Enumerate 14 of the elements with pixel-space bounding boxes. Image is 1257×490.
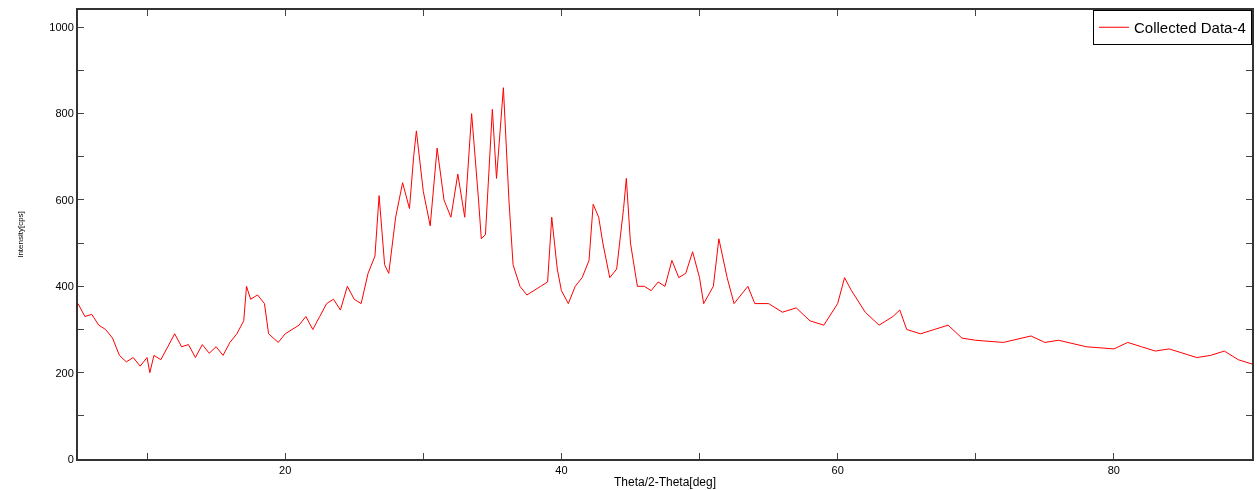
y-tick-label: 0 bbox=[67, 452, 74, 465]
y-tick-label: 1000 bbox=[49, 21, 74, 34]
y-tick-label: 600 bbox=[55, 193, 74, 206]
x-tick-label: 60 bbox=[831, 464, 844, 477]
x-axis-title: Theta/2-Theta[deg] bbox=[613, 474, 717, 489]
x-tick-label: 20 bbox=[279, 464, 292, 477]
x-tick-label: 40 bbox=[555, 464, 568, 477]
x-tick-label: 80 bbox=[1107, 464, 1121, 477]
line-series bbox=[78, 87, 1252, 374]
y-tick-label: 200 bbox=[55, 366, 74, 379]
legend-label: Collected Data-4 bbox=[1134, 19, 1246, 37]
y-tick-label: 400 bbox=[55, 280, 74, 293]
y-axis-title: Intensity[cps] bbox=[15, 211, 25, 258]
y-tick-label: 800 bbox=[55, 107, 74, 120]
